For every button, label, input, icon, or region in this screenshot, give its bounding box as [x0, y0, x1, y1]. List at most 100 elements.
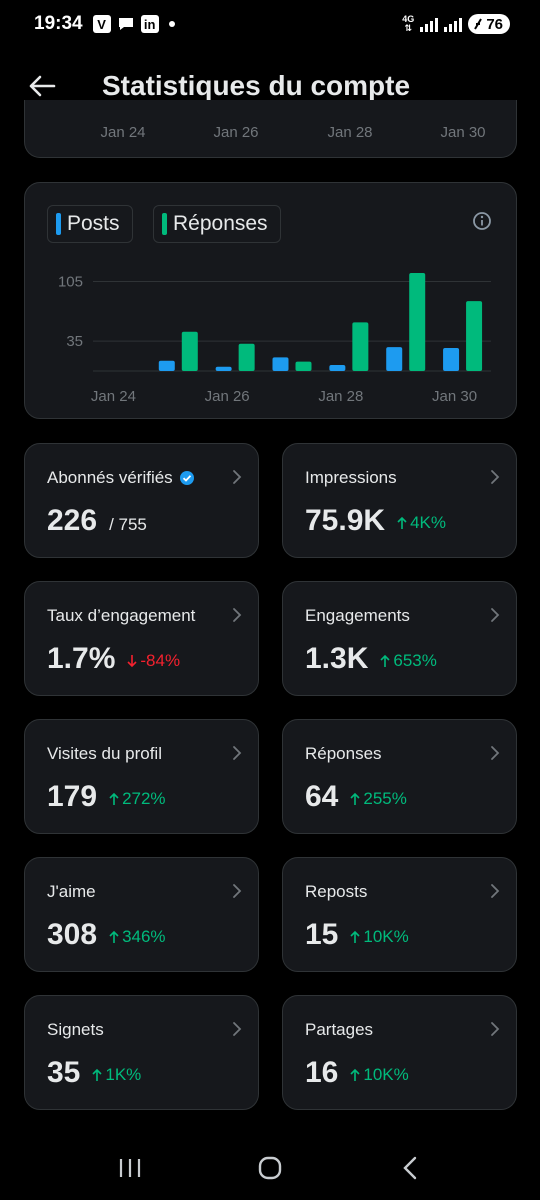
- status-bar: 19:34 V in 4G ⇅ 76: [0, 0, 540, 48]
- battery-level: 76: [486, 15, 503, 33]
- recent-apps-button[interactable]: [100, 1143, 160, 1193]
- back-button[interactable]: [12, 60, 72, 112]
- arrow-down-icon: [127, 655, 137, 668]
- stat-label: Visites du profil: [47, 744, 162, 763]
- stat-card[interactable]: Signets 35 1K%: [24, 995, 259, 1110]
- bar-replies[interactable]: [238, 343, 255, 371]
- stat-value-row: 15 10K%: [305, 918, 409, 952]
- stat-card[interactable]: Visites du profil 179 272%: [24, 719, 259, 834]
- x-tick-label: Jan 24: [91, 388, 136, 405]
- bar-posts[interactable]: [443, 347, 460, 371]
- stat-label: J'aime: [47, 882, 96, 901]
- x-tick-label: Jan 26: [205, 388, 250, 405]
- stat-value: 179: [47, 780, 98, 813]
- battery-indicator: 76: [468, 14, 510, 34]
- bar-posts[interactable]: [386, 347, 403, 371]
- legend-replies[interactable]: Réponses: [153, 205, 281, 243]
- bar-posts[interactable]: [272, 357, 289, 371]
- stat-delta: 4K%: [397, 513, 446, 533]
- arrow-up-icon: [92, 1068, 102, 1081]
- chevron-right-icon: [491, 470, 500, 484]
- stat-card[interactable]: Réponses 64 255%: [282, 719, 517, 834]
- y-tick-label: 35: [66, 333, 83, 350]
- stat-card[interactable]: Taux d’engagement 1.7% -84%: [24, 581, 259, 696]
- stat-total: / 755: [109, 515, 147, 534]
- stat-label: Engagements: [305, 606, 410, 625]
- stat-card[interactable]: Reposts 15 10K%: [282, 857, 517, 972]
- bar-replies[interactable]: [466, 301, 483, 371]
- stat-value-row: 16 10K%: [305, 1056, 409, 1090]
- stat-value-row: 308 346%: [47, 918, 166, 952]
- stat-value: 15: [305, 918, 339, 951]
- stat-value: 64: [305, 780, 339, 813]
- stat-value-row: 35 1K%: [47, 1056, 141, 1090]
- legend-label-replies: Réponses: [173, 212, 268, 235]
- stat-label: Réponses: [305, 744, 382, 763]
- bar-posts[interactable]: [158, 360, 175, 371]
- back-nav-icon: [403, 1156, 417, 1179]
- arrow-up-icon: [109, 930, 119, 943]
- chat-icon: [118, 18, 133, 30]
- stat-value-row: 1.7% -84%: [47, 642, 180, 676]
- home-button[interactable]: [240, 1143, 300, 1193]
- stat-card[interactable]: Partages 16 10K%: [282, 995, 517, 1110]
- home-icon: [258, 1156, 282, 1179]
- stat-label: Abonnés vérifiés: [47, 468, 195, 488]
- status-time: 19:34: [34, 13, 83, 34]
- bar-posts[interactable]: [215, 366, 232, 371]
- stat-value-row: 1.3K 653%: [305, 642, 437, 676]
- bar-replies[interactable]: [295, 361, 312, 371]
- bar-replies[interactable]: [352, 322, 369, 371]
- stat-value-row: 64 255%: [305, 780, 407, 814]
- stat-delta: 653%: [380, 651, 437, 671]
- bar-replies[interactable]: [409, 273, 426, 371]
- x-tick-label: Jan 30: [440, 124, 486, 141]
- v-app-icon: V: [92, 15, 111, 33]
- chevron-right-icon: [491, 884, 500, 898]
- chevron-right-icon: [491, 608, 500, 622]
- legend-swatch-replies: [162, 213, 167, 235]
- chevron-right-icon: [491, 1022, 500, 1036]
- previous-chart-card: Jan 24 Jan 26 Jan 28 Jan 30: [24, 100, 517, 158]
- back-nav-button[interactable]: [380, 1143, 440, 1193]
- bar-posts[interactable]: [329, 365, 346, 371]
- system-nav-bar: [0, 1135, 540, 1200]
- stat-card[interactable]: Impressions 75.9K 4K%: [282, 443, 517, 558]
- x-tick-label: Jan 28: [327, 124, 373, 141]
- chevron-right-icon: [233, 884, 242, 898]
- legend-posts[interactable]: Posts: [47, 205, 133, 243]
- stat-delta: 255%: [350, 789, 407, 809]
- arrow-up-icon: [350, 1068, 360, 1081]
- x-tick-label: Jan 24: [100, 124, 146, 141]
- stat-card[interactable]: Engagements 1.3K 653%: [282, 581, 517, 696]
- signal-icon-2: [444, 17, 463, 32]
- network-type: 4G ⇅: [402, 14, 415, 33]
- posts-replies-chart-card: Posts Réponses 105 35 Jan 24 Jan 26 Jan 28 Ja…: [24, 182, 517, 419]
- stat-value: 1.7%: [47, 642, 116, 675]
- stat-delta: 346%: [109, 927, 166, 947]
- chevron-right-icon: [233, 746, 242, 760]
- stat-delta: 1K%: [92, 1065, 141, 1085]
- linkedin-icon: in: [140, 15, 159, 33]
- notification-dot-icon: [168, 21, 175, 27]
- stat-label: Impressions: [305, 468, 397, 487]
- stat-value: 75.9K: [305, 504, 386, 537]
- status-indicators: 4G ⇅ 76: [402, 14, 510, 34]
- stat-delta: -84%: [127, 651, 180, 671]
- info-icon[interactable]: [472, 211, 492, 231]
- x-tick-label: Jan 28: [318, 388, 363, 405]
- stat-card[interactable]: Abonnés vérifiés 226 / 755: [24, 443, 259, 558]
- status-app-icons: V in: [92, 15, 175, 33]
- chevron-right-icon: [233, 1022, 242, 1036]
- bar-replies[interactable]: [181, 331, 198, 371]
- x-tick-label: Jan 30: [432, 388, 477, 405]
- verified-badge-icon: [179, 471, 194, 485]
- page-header: Statistiques du compte: [0, 60, 540, 112]
- arrow-up-icon: [109, 792, 119, 805]
- arrow-up-icon: [350, 930, 360, 943]
- x-tick-label: Jan 26: [213, 124, 259, 141]
- stat-card[interactable]: J'aime 308 346%: [24, 857, 259, 972]
- arrow-left-icon: [29, 75, 56, 97]
- stat-value: 308: [47, 918, 98, 951]
- legend-swatch-posts: [56, 213, 61, 235]
